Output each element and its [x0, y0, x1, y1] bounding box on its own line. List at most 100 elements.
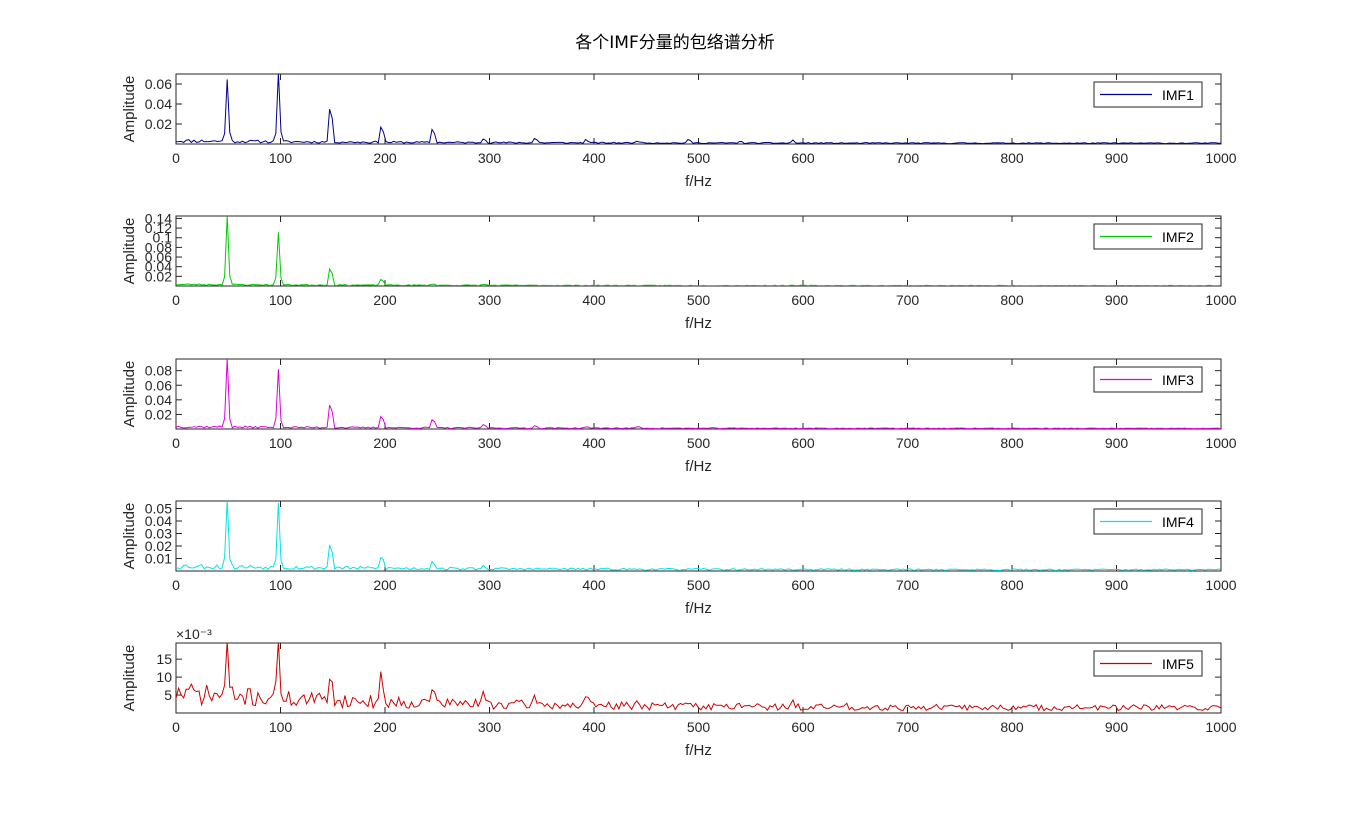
x-tick-label: 0: [172, 719, 180, 735]
legend: IMF5: [1093, 650, 1203, 677]
x-tick-label: 1000: [1205, 719, 1236, 735]
series-line-imf4: [176, 501, 1221, 571]
y-tick-label: 0.12: [145, 220, 172, 236]
x-axis-label: f/Hz: [685, 742, 712, 759]
x-tick-label: 700: [896, 719, 920, 735]
legend: IMF4: [1093, 508, 1203, 535]
x-tick-label: 400: [582, 577, 606, 593]
x-axis-label: f/Hz: [685, 315, 712, 332]
x-tick-label: 900: [1105, 292, 1129, 308]
y-exponent-label: ×10⁻³: [176, 626, 212, 642]
y-tick-label: 0.04: [145, 392, 172, 408]
x-tick-label: 100: [269, 150, 293, 166]
x-axis-label: f/Hz: [685, 173, 712, 190]
x-tick-label: 1000: [1205, 435, 1236, 451]
x-tick-label: 800: [1000, 719, 1024, 735]
legend-label: IMF4: [1162, 514, 1194, 530]
x-tick-label: 200: [373, 292, 397, 308]
x-tick-label: 400: [582, 292, 606, 308]
axes-box: [175, 73, 1222, 145]
x-tick-label: 600: [791, 719, 815, 735]
x-tick-label: 500: [687, 577, 711, 593]
legend-label: IMF5: [1162, 656, 1194, 672]
y-tick-label: 0.01: [145, 551, 172, 567]
y-tick-label: 0.03: [145, 526, 172, 542]
axes-box: [175, 642, 1222, 714]
x-axis-label: f/Hz: [685, 458, 712, 475]
y-tick-label: 0.02: [145, 268, 172, 284]
y-axis-label: Amplitude: [121, 645, 138, 712]
y-tick-label: 10: [156, 669, 172, 685]
x-tick-label: 400: [582, 719, 606, 735]
x-tick-label: 700: [896, 292, 920, 308]
x-tick-label: 200: [373, 719, 397, 735]
x-tick-label: 100: [269, 292, 293, 308]
x-tick-label: 800: [1000, 150, 1024, 166]
x-tick-label: 300: [478, 719, 502, 735]
subplot-4: 0 100 200 300 400 500 600 700 800 900 1000 0.010.02…: [121, 500, 1237, 617]
x-tick-label: 600: [791, 577, 815, 593]
y-tick-label: 5: [164, 687, 172, 703]
axes-box: [175, 358, 1222, 430]
x-tick-label: 500: [687, 292, 711, 308]
x-tick-label: 100: [269, 435, 293, 451]
y-tick-label: 0.1: [153, 230, 173, 246]
x-tick-label: 500: [687, 435, 711, 451]
y-tick-label: 0.08: [145, 363, 172, 379]
x-tick-label: 200: [373, 577, 397, 593]
x-tick-label: 300: [478, 150, 502, 166]
y-tick-label: 0.14: [145, 210, 172, 226]
legend: IMF3: [1093, 366, 1203, 393]
x-tick-label: 1000: [1205, 577, 1236, 593]
x-tick-label: 300: [478, 435, 502, 451]
y-tick-label: 0.06: [145, 249, 172, 265]
legend: IMF1: [1093, 81, 1203, 108]
y-tick-label: 0.06: [145, 76, 172, 92]
y-tick-label: 15: [156, 651, 172, 667]
x-tick-label: 300: [478, 577, 502, 593]
x-tick-label: 900: [1105, 719, 1129, 735]
x-tick-label: 1000: [1205, 292, 1236, 308]
x-tick-label: 800: [1000, 435, 1024, 451]
legend-label: IMF2: [1162, 229, 1194, 245]
x-tick-label: 700: [896, 577, 920, 593]
x-tick-label: 500: [687, 719, 711, 735]
axes-box: [175, 500, 1222, 572]
figure-title: 各个IMF分量的包络谱分析: [575, 33, 775, 53]
x-tick-label: 800: [1000, 292, 1024, 308]
y-tick-label: 0.08: [145, 239, 172, 255]
y-tick-label: 0.02: [145, 116, 172, 132]
y-tick-label: 0.04: [145, 96, 172, 112]
subplot-2: 0 100 200 300 400 500 600 700 800 900 1000 0.020.04…: [121, 210, 1237, 332]
legend-label: IMF1: [1162, 87, 1194, 103]
x-tick-label: 200: [373, 150, 397, 166]
x-tick-label: 200: [373, 435, 397, 451]
x-tick-label: 0: [172, 577, 180, 593]
y-tick-label: 0.05: [145, 501, 172, 517]
series-line-imf1: [176, 74, 1221, 144]
y-tick-label: 0.02: [145, 406, 172, 422]
subplot-3: 0 100 200 300 400 500 600 700 800 900 1000 0.020.04…: [121, 358, 1237, 475]
series-line-imf3: [176, 359, 1221, 429]
legend-label: IMF3: [1162, 372, 1194, 388]
x-tick-label: 400: [582, 150, 606, 166]
x-tick-label: 400: [582, 435, 606, 451]
x-tick-label: 0: [172, 292, 180, 308]
series-line-imf2: [176, 216, 1221, 286]
series-line-imf5: [176, 643, 1221, 712]
x-tick-label: 900: [1105, 435, 1129, 451]
subplot-5: 0 100 200 300 400 500 600 700 800 900 1000 5 10 15×10…: [121, 626, 1237, 759]
x-tick-label: 100: [269, 577, 293, 593]
y-axis-label: Amplitude: [121, 503, 138, 570]
x-tick-label: 1000: [1205, 150, 1236, 166]
legend: IMF2: [1093, 223, 1203, 250]
x-tick-label: 900: [1105, 577, 1129, 593]
x-axis-label: f/Hz: [685, 600, 712, 617]
y-axis-label: Amplitude: [121, 218, 138, 285]
y-tick-label: 0.04: [145, 259, 172, 275]
axes-box: [175, 215, 1222, 287]
y-tick-label: 0.02: [145, 538, 172, 554]
x-tick-label: 600: [791, 150, 815, 166]
x-tick-label: 300: [478, 292, 502, 308]
